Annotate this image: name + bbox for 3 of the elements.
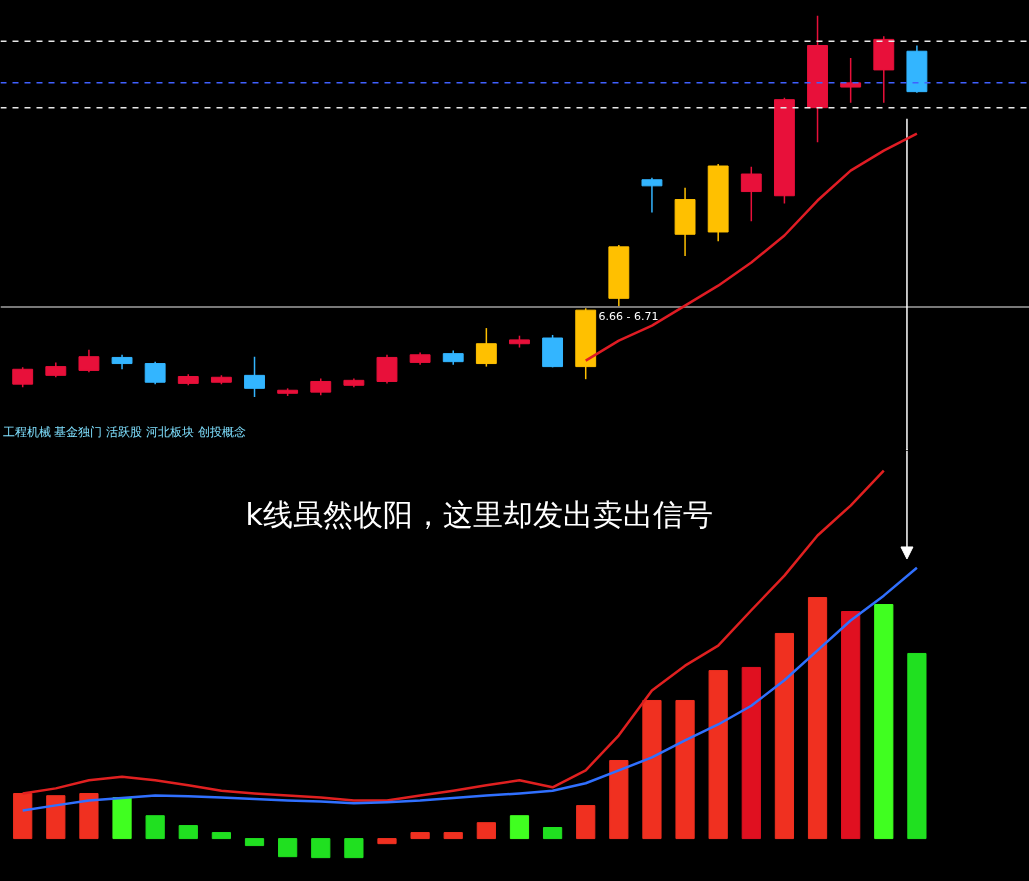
annotation: k线虽然收阳，这里却发出卖出信号 <box>245 496 713 532</box>
text: 工程机械 基金独门 活跃股 河北板块 创投概念 <box>2 424 246 439</box>
annotation: 6.66 - 6.71 <box>598 309 659 323</box>
